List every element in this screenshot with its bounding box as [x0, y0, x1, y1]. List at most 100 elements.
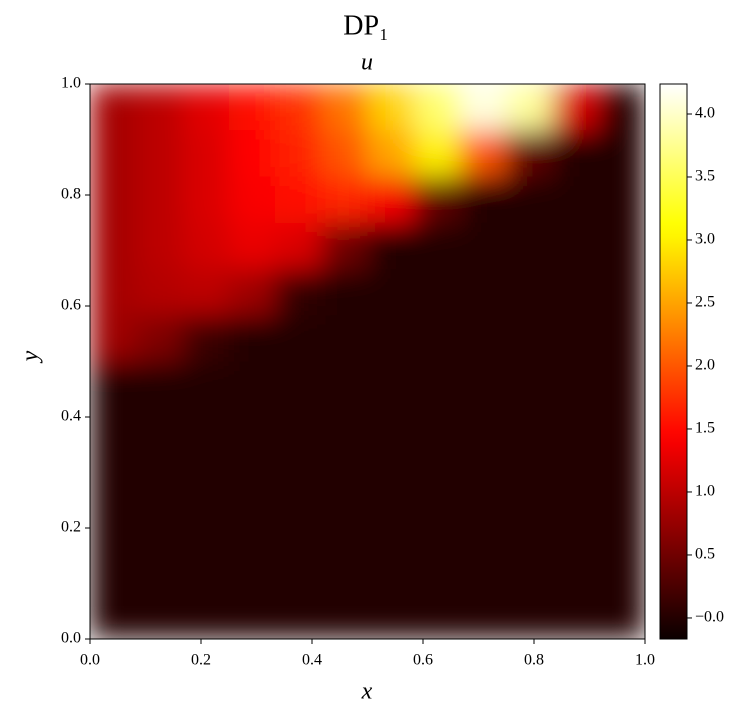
heatmap-cell: [275, 176, 322, 224]
heatmap-cell: [367, 130, 415, 177]
heatmap-cell: [182, 315, 230, 362]
heatmap-cell: [136, 546, 183, 594]
heatmap-cell: [182, 546, 230, 594]
heatmap-cell: [90, 407, 137, 455]
heatmap-cell: [552, 130, 600, 177]
heatmap-cell: [413, 407, 461, 455]
heatmap-cell: [90, 84, 137, 131]
heatmap-cell: [413, 500, 461, 547]
colorbar-tick-label: 2.5: [695, 294, 715, 311]
colorbar-tick-label: 0.5: [695, 546, 715, 563]
heatmap-cell: [90, 315, 137, 362]
heatmap-cell: [506, 84, 553, 131]
y-tick-label: 1.0: [61, 75, 81, 92]
y-tick-label: 0.0: [61, 630, 81, 647]
heatmap-cell: [321, 407, 368, 455]
heatmap-cell: [136, 315, 183, 362]
heatmap-cell: [367, 269, 415, 316]
heatmap-cell: [552, 315, 600, 362]
heatmap-cell: [136, 592, 183, 639]
heatmap-cell: [228, 361, 276, 409]
heatmap-cell: [506, 407, 553, 455]
heatmap-cell: [460, 130, 507, 177]
heatmap-cell: [552, 269, 600, 316]
heatmap-cell: [228, 176, 276, 224]
heatmap-cell: [552, 84, 600, 131]
heatmap-cell: [506, 454, 553, 501]
y-tick-label: 0.2: [61, 519, 81, 536]
heatmap-cell: [90, 130, 137, 177]
heatmap-cell: [413, 546, 461, 594]
heatmap-cell: [182, 130, 230, 177]
heatmap-cell: [321, 546, 368, 594]
heatmap-cell: [598, 407, 645, 455]
heatmap-cell: [136, 130, 183, 177]
heatmap-cell: [182, 269, 230, 316]
heatmap-cell: [460, 84, 507, 131]
heatmap-cell: [460, 407, 507, 455]
colorbar-tick-label: 1.5: [695, 420, 715, 437]
heatmap-cell: [413, 454, 461, 501]
heatmap-cell: [598, 84, 645, 131]
heatmap-cell: [367, 407, 415, 455]
y-axis-label: y: [18, 350, 44, 363]
heatmap-cell: [321, 454, 368, 501]
heatmap-cell: [90, 361, 137, 409]
heatmap-cell: [506, 500, 553, 547]
heatmap-cell: [460, 315, 507, 362]
x-tick-label: 0.2: [191, 652, 211, 669]
heatmap: [90, 84, 645, 639]
heatmap-cell: [228, 500, 276, 547]
heatmap-cell: [367, 592, 415, 639]
x-axis-label: x: [361, 679, 373, 705]
y-tick-label: 0.6: [61, 297, 81, 314]
heatmap-cell: [460, 500, 507, 547]
heatmap-cell: [228, 222, 276, 270]
colorbar-tick-label: 3.0: [695, 231, 715, 248]
heatmap-cell: [321, 361, 368, 409]
heatmap-cell: [228, 269, 276, 316]
heatmap-cell: [367, 222, 415, 270]
heatmap-cell: [598, 454, 645, 501]
heatmap-cell: [136, 84, 183, 131]
y-tick-label: 0.8: [61, 186, 81, 203]
heatmap-cell: [228, 546, 276, 594]
heatmap-cell: [367, 454, 415, 501]
heatmap-cell: [228, 315, 276, 362]
heatmap-cell: [90, 592, 137, 639]
colorbar-tick-label: 1.0: [695, 483, 715, 500]
heatmap-cell: [136, 269, 183, 316]
heatmap-cell: [506, 361, 553, 409]
heatmap-cell: [413, 269, 461, 316]
heatmap-cell: [136, 361, 183, 409]
heatmap-cell: [367, 500, 415, 547]
heatmap-cell: [598, 361, 645, 409]
heatmap-cell: [275, 222, 322, 270]
heatmap-cell: [598, 592, 645, 639]
heatmap-cell: [598, 269, 645, 316]
x-tick-label: 1.0: [635, 652, 655, 669]
heatmap-cell: [90, 546, 137, 594]
heatmap-cell: [321, 84, 368, 131]
heatmap-cell: [228, 84, 276, 131]
heatmap-cell: [182, 84, 230, 131]
heatmap-cell: [90, 500, 137, 547]
heatmap-cell: [228, 407, 276, 455]
heatmap-cell: [413, 315, 461, 362]
heatmap-cell: [321, 315, 368, 362]
heatmap-cell: [506, 315, 553, 362]
x-tick-label: 0.0: [80, 652, 100, 669]
colorbar-tick-label: 3.5: [695, 168, 715, 185]
heatmap-cell: [598, 500, 645, 547]
heatmap-cell: [506, 176, 553, 224]
heatmap-cell: [136, 222, 183, 270]
heatmap-cell: [598, 176, 645, 224]
x-tick-label: 0.6: [413, 652, 433, 669]
heatmap-cell: [90, 269, 137, 316]
heatmap-cell: [321, 130, 368, 177]
heatmap-cell: [275, 84, 322, 131]
heatmap-cell: [460, 592, 507, 639]
heatmap-cell: [460, 361, 507, 409]
heatmap-cell: [321, 269, 368, 316]
